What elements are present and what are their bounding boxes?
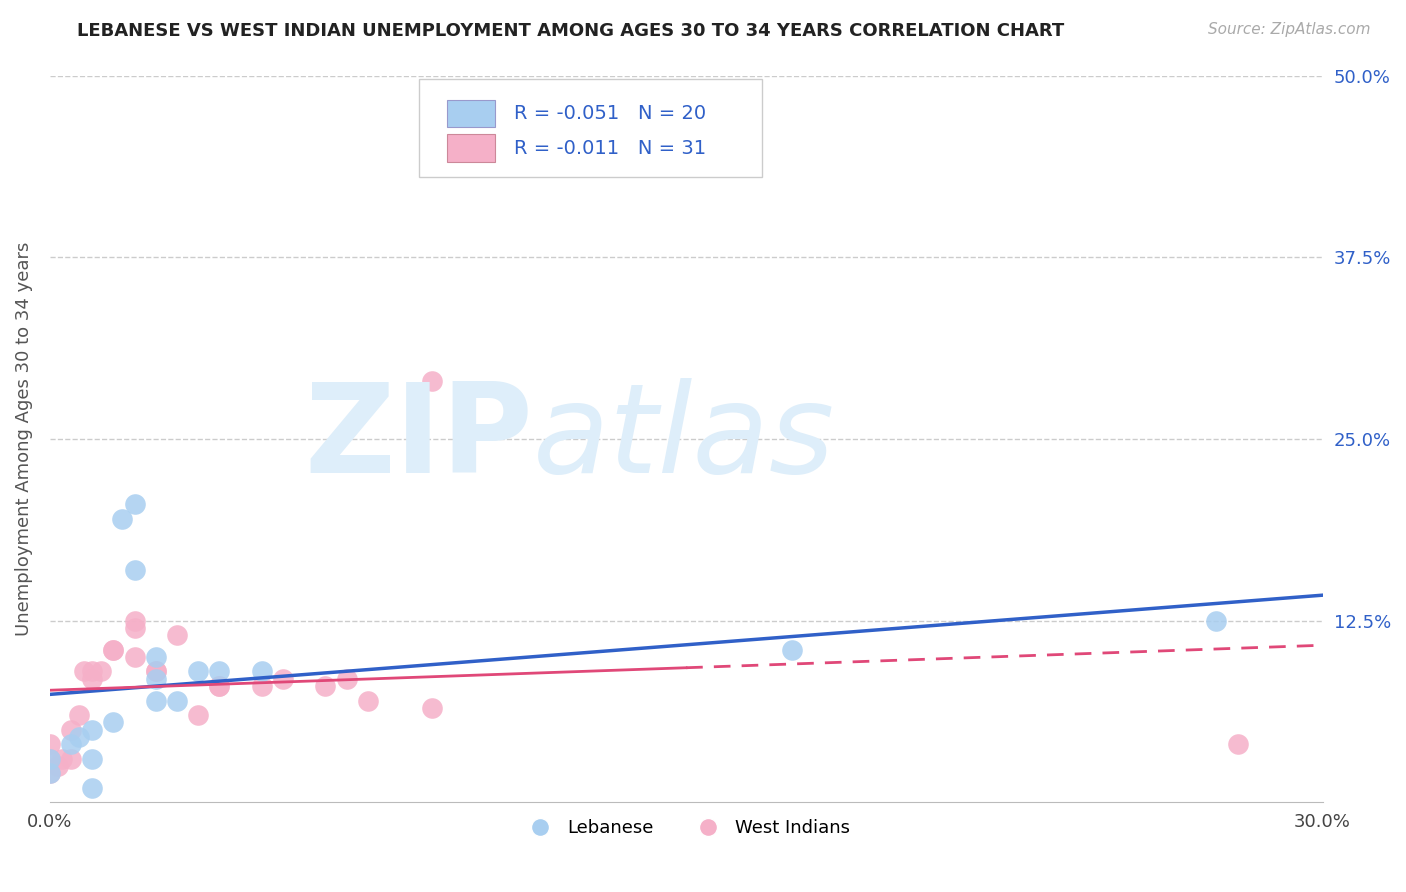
Point bbox=[357, 693, 380, 707]
Point bbox=[38, 752, 60, 766]
Point bbox=[420, 700, 443, 714]
Point bbox=[208, 679, 231, 693]
FancyBboxPatch shape bbox=[419, 79, 762, 178]
Text: atlas: atlas bbox=[533, 378, 835, 500]
Point bbox=[82, 665, 104, 679]
Legend: Lebanese, West Indians: Lebanese, West Indians bbox=[515, 812, 858, 844]
Point bbox=[59, 752, 82, 766]
Point bbox=[124, 563, 146, 577]
Point bbox=[166, 693, 188, 707]
Point bbox=[46, 759, 69, 773]
Point bbox=[38, 766, 60, 780]
Point bbox=[103, 642, 125, 657]
Point bbox=[103, 642, 125, 657]
Point bbox=[187, 708, 209, 723]
Text: LEBANESE VS WEST INDIAN UNEMPLOYMENT AMONG AGES 30 TO 34 YEARS CORRELATION CHART: LEBANESE VS WEST INDIAN UNEMPLOYMENT AMO… bbox=[77, 22, 1064, 40]
Point bbox=[187, 665, 209, 679]
Point bbox=[145, 649, 167, 664]
Point bbox=[208, 679, 231, 693]
Text: Source: ZipAtlas.com: Source: ZipAtlas.com bbox=[1208, 22, 1371, 37]
Point bbox=[72, 665, 94, 679]
Point bbox=[51, 752, 73, 766]
Point bbox=[59, 737, 82, 751]
Point bbox=[82, 723, 104, 737]
Point bbox=[145, 693, 167, 707]
Point bbox=[124, 614, 146, 628]
Point bbox=[82, 780, 104, 795]
Point bbox=[145, 665, 167, 679]
Text: R = -0.011   N = 31: R = -0.011 N = 31 bbox=[515, 138, 706, 158]
Point bbox=[166, 628, 188, 642]
Point bbox=[336, 672, 359, 686]
Point bbox=[145, 672, 167, 686]
Point bbox=[1226, 737, 1249, 751]
Text: R = -0.051   N = 20: R = -0.051 N = 20 bbox=[515, 103, 706, 123]
Point bbox=[111, 512, 134, 526]
Point bbox=[271, 672, 294, 686]
Point bbox=[420, 374, 443, 388]
Point bbox=[103, 715, 125, 730]
Point bbox=[82, 672, 104, 686]
Point bbox=[59, 723, 82, 737]
Point bbox=[250, 679, 273, 693]
Point bbox=[82, 752, 104, 766]
Point bbox=[780, 642, 803, 657]
Point bbox=[124, 649, 146, 664]
Point bbox=[250, 665, 273, 679]
Point bbox=[145, 665, 167, 679]
Point bbox=[124, 621, 146, 635]
Y-axis label: Unemployment Among Ages 30 to 34 years: Unemployment Among Ages 30 to 34 years bbox=[15, 242, 32, 636]
Point bbox=[38, 737, 60, 751]
Point bbox=[1205, 614, 1227, 628]
Point bbox=[67, 708, 90, 723]
Point bbox=[38, 752, 60, 766]
Point bbox=[38, 766, 60, 780]
Text: ZIP: ZIP bbox=[305, 378, 533, 500]
Point bbox=[124, 497, 146, 511]
FancyBboxPatch shape bbox=[447, 135, 495, 162]
Point bbox=[67, 730, 90, 744]
Point bbox=[90, 665, 112, 679]
FancyBboxPatch shape bbox=[447, 100, 495, 128]
Point bbox=[208, 665, 231, 679]
Point bbox=[314, 679, 336, 693]
